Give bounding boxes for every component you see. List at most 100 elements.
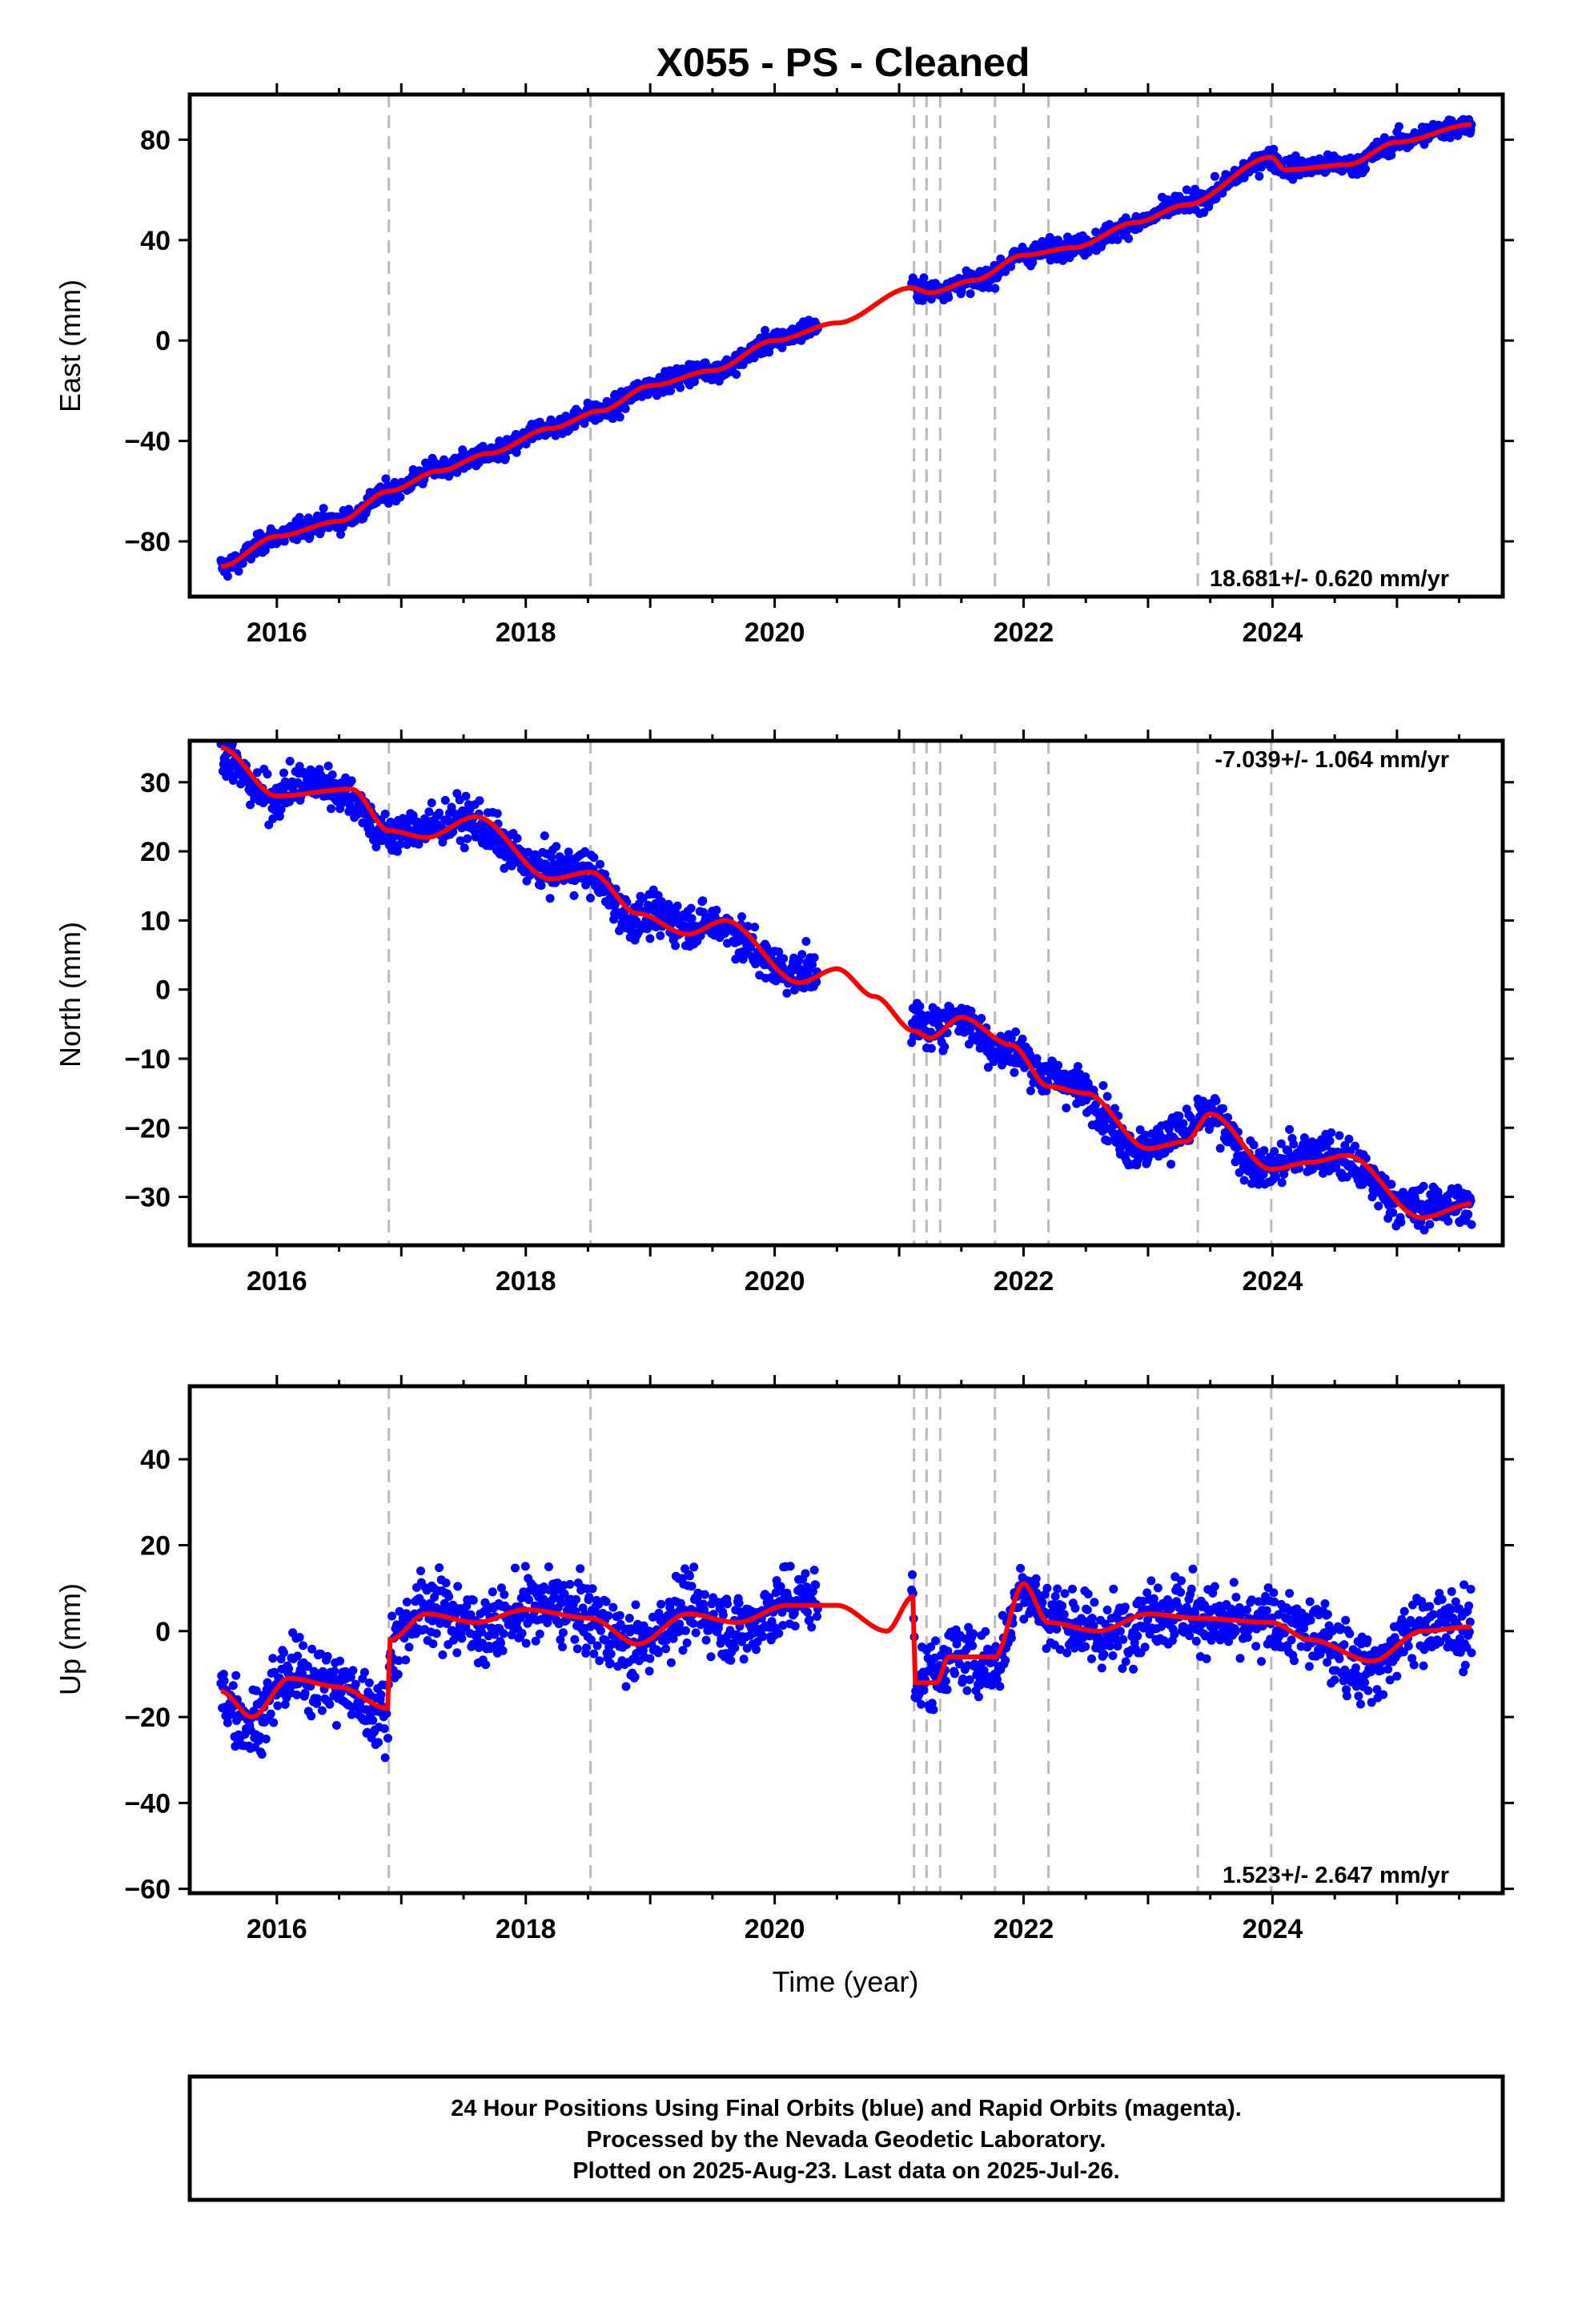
- up-data-point: [1108, 1651, 1118, 1660]
- up-data-point: [292, 1690, 302, 1699]
- north-data-point: [275, 811, 284, 821]
- up-data-point: [488, 1587, 497, 1597]
- up-data-point: [374, 1738, 383, 1747]
- up-data-point: [1099, 1650, 1109, 1659]
- north-data-point: [1388, 1208, 1398, 1217]
- east-data-point: [1113, 235, 1122, 244]
- up-data-point: [974, 1692, 983, 1702]
- up-data-point: [307, 1644, 317, 1654]
- up-data-point: [273, 1701, 283, 1711]
- up-data-point: [1058, 1601, 1067, 1610]
- up-data-point: [969, 1629, 978, 1638]
- north-data-point: [789, 985, 799, 995]
- north-ytick-label: 20: [140, 837, 171, 867]
- up-data-point: [279, 1648, 288, 1658]
- up-data-point: [307, 1711, 316, 1721]
- up-data-point: [348, 1666, 358, 1675]
- up-data-point: [404, 1642, 414, 1652]
- up-data-point: [774, 1629, 784, 1638]
- north-data-point: [1062, 1104, 1071, 1112]
- north-data-point: [596, 859, 604, 869]
- north-data-point: [799, 983, 809, 993]
- east-data-point: [1269, 144, 1279, 154]
- up-data-point: [251, 1686, 261, 1695]
- north-data-point: [1367, 1176, 1376, 1185]
- north-xtick-label: 2024: [1243, 1266, 1303, 1297]
- up-data-point: [1016, 1563, 1026, 1573]
- up-data-point: [739, 1655, 749, 1664]
- north-data-point: [774, 947, 784, 957]
- up-data-point: [511, 1563, 520, 1573]
- north-data-point: [492, 809, 502, 818]
- up-data-point: [531, 1636, 540, 1646]
- east-data-point: [1028, 258, 1038, 267]
- up-data-point: [543, 1618, 552, 1627]
- up-data-point: [656, 1599, 666, 1609]
- north-xtick-label: 2018: [496, 1266, 556, 1297]
- up-data-point: [1133, 1631, 1142, 1641]
- up-data-point: [394, 1656, 404, 1666]
- east-xtick-label: 2018: [496, 617, 556, 648]
- up-data-point: [401, 1655, 411, 1665]
- east-data-point: [336, 529, 345, 539]
- up-data-point: [691, 1628, 701, 1638]
- up-data-point: [570, 1634, 580, 1644]
- north-data-point: [1374, 1201, 1383, 1211]
- up-data-point: [299, 1641, 307, 1651]
- north-ytick-label: −20: [124, 1113, 171, 1144]
- up-data-point: [428, 1639, 438, 1649]
- east-xtick-label: 2022: [994, 617, 1054, 648]
- up-data-point: [592, 1641, 602, 1651]
- up-data-point: [950, 1669, 959, 1679]
- east-ytick-label: −40: [124, 427, 171, 457]
- east-xtick-label: 2020: [745, 617, 805, 648]
- north-data-point: [1239, 1176, 1249, 1185]
- east-data-point: [319, 504, 328, 513]
- east-data-point: [1124, 234, 1134, 243]
- north-data-point: [1285, 1124, 1295, 1134]
- up-data-point: [645, 1654, 655, 1663]
- up-data-point: [228, 1681, 238, 1691]
- up-data-point: [777, 1607, 787, 1617]
- up-data-point: [811, 1580, 821, 1590]
- up-data-point: [604, 1611, 613, 1620]
- up-data-point: [1174, 1602, 1183, 1612]
- north-data-point: [983, 1063, 993, 1072]
- up-data-point: [1243, 1633, 1252, 1642]
- east-data-point: [295, 513, 304, 522]
- north-data-point: [276, 805, 286, 814]
- east-data-point: [1054, 235, 1063, 245]
- up-data-point: [785, 1562, 795, 1571]
- up-data-point: [1210, 1582, 1219, 1591]
- north-data-point: [1010, 1068, 1019, 1077]
- up-data-point: [376, 1690, 386, 1699]
- up-data-point: [1146, 1576, 1156, 1586]
- up-data-point: [1287, 1635, 1296, 1645]
- up-data-point: [1251, 1642, 1261, 1651]
- up-data-point: [1231, 1592, 1241, 1602]
- north-ytick-label: −30: [124, 1183, 171, 1213]
- up-data-point: [1290, 1656, 1299, 1666]
- up-data-point: [535, 1629, 544, 1638]
- up-data-point: [557, 1598, 567, 1607]
- up-data-point: [331, 1721, 341, 1730]
- up-data-point: [595, 1656, 604, 1666]
- north-data-point: [1219, 1104, 1228, 1113]
- up-data-point: [995, 1682, 1005, 1691]
- north-data-point: [1416, 1217, 1426, 1227]
- north-data-point: [712, 906, 721, 915]
- up-data-point: [1019, 1614, 1029, 1624]
- up-data-point: [678, 1646, 688, 1655]
- up-data-point: [1106, 1641, 1115, 1651]
- north-data-point: [686, 903, 696, 913]
- up-data-point: [596, 1626, 605, 1635]
- up-data-point: [669, 1634, 678, 1643]
- up-data-point: [1224, 1637, 1233, 1647]
- north-data-point: [380, 810, 390, 818]
- up-data-point: [801, 1569, 810, 1578]
- up-data-point: [601, 1597, 611, 1606]
- north-data-point: [435, 808, 444, 818]
- north-data-point: [657, 897, 666, 907]
- up-data-point: [383, 1734, 392, 1743]
- north-data-point: [1073, 1062, 1082, 1072]
